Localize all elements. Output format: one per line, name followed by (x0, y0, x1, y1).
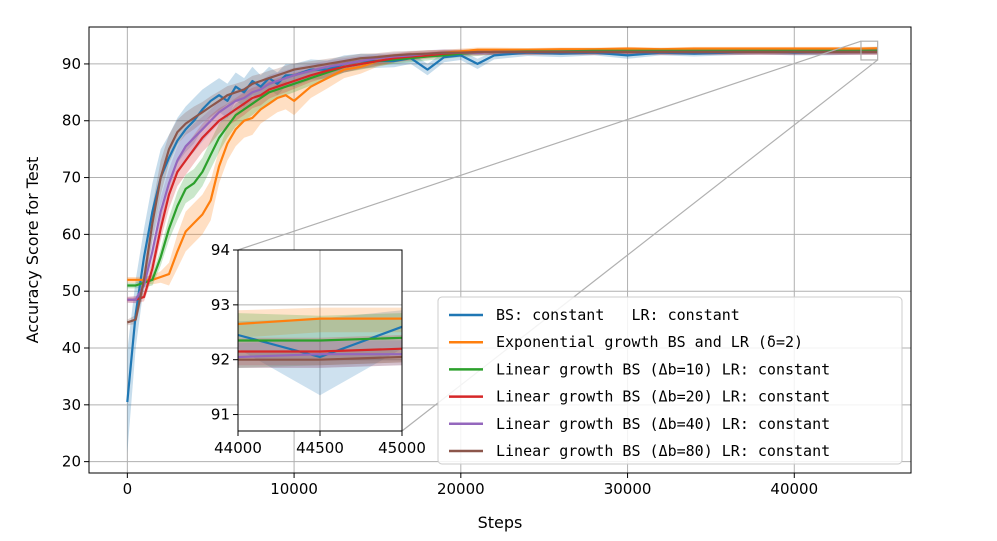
main-lines (126, 47, 878, 403)
y-tick-label: 70 (62, 169, 81, 187)
zoom-region-box (860, 40, 879, 61)
x-tick-label: 30000 (604, 480, 652, 498)
x-tick-label: 10000 (270, 480, 318, 498)
inset-x-tick-label: 44000 (214, 439, 262, 457)
legend-label-5: Linear growth BS (Δb=40) LR: constant (496, 415, 830, 433)
series-2-line (127, 47, 878, 281)
series-6-line (126, 50, 878, 324)
inset-series-5-line (237, 353, 402, 359)
legend-label-4: Linear growth BS (Δb=20) LR: constant (496, 388, 830, 406)
y-tick-label: 90 (62, 55, 81, 73)
y-tick-label: 40 (62, 339, 81, 357)
inset-series-4-line (238, 347, 403, 353)
legend-label-2: Exponential growth BS and LR (δ=2) (496, 333, 803, 351)
x-tick-label: 0 (123, 480, 133, 498)
legend-label-3: Linear growth BS (Δb=10) LR: constant (496, 360, 830, 378)
y-axis-label: Accuracy Score for Test (23, 157, 42, 344)
inset-series-1-band (238, 310, 402, 396)
legend-label-1: BS: constant LR: constant (496, 306, 740, 324)
x-tick-label: 40000 (770, 480, 818, 498)
inset-x-tick-label: 45000 (378, 439, 426, 457)
inset-y-tick-label: 92 (211, 351, 230, 369)
inset-y-tick-label: 91 (211, 406, 230, 424)
inset-y-tick-label: 93 (211, 296, 230, 314)
inset-y-tick-label: 94 (211, 241, 230, 259)
inset-series-2-band (238, 307, 402, 338)
inset-x-tick-label: 44500 (296, 439, 344, 457)
inset-series-3-line (238, 336, 403, 342)
y-tick-label: 50 (62, 282, 81, 300)
inset-series-1-line (237, 325, 403, 359)
y-tick-label: 80 (62, 112, 81, 130)
y-tick-label: 30 (62, 396, 81, 414)
inset-series-6-line (238, 355, 403, 361)
inset-lines (237, 317, 403, 361)
legend-label-6: Linear growth BS (Δb=80) LR: constant (496, 442, 830, 460)
main-plot-frame (88, 26, 912, 474)
x-tick-label: 20000 (437, 480, 485, 498)
legend-box (437, 296, 903, 465)
legend: BS: constant LR: constant Exponential gro… (437, 296, 903, 465)
inset-ticks: 44000 44500 45000 91 92 93 94 (211, 241, 426, 457)
x-axis-label: Steps (478, 513, 523, 532)
inset-series-2-line (237, 317, 402, 326)
zoom-connector-line (237, 40, 862, 251)
y-tick-label: 60 (62, 225, 81, 243)
inset-chart: 44000 44500 45000 91 92 93 94 (211, 241, 426, 457)
y-tick-label: 20 (62, 453, 81, 471)
main-ticks: 0 10000 20000 30000 40000 20 30 40 50 60 70 80 90 (62, 55, 818, 498)
